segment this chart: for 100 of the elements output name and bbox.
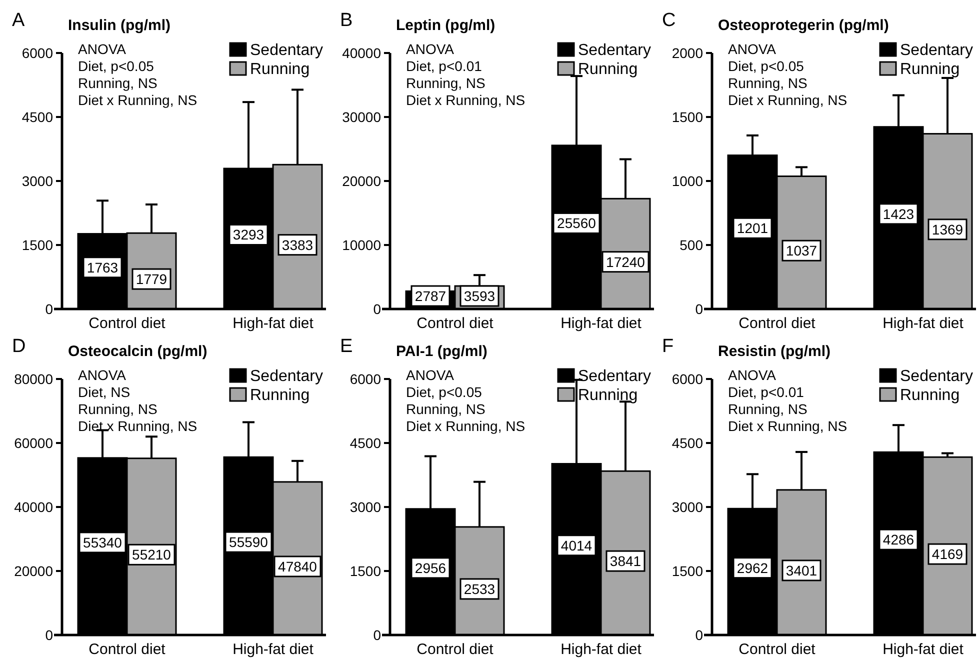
legend-label: Running <box>250 387 310 404</box>
y-tick-label: 1500 <box>22 237 54 253</box>
data-label: 55590 <box>229 534 268 550</box>
chart-title: PAI-1 (pg/ml) <box>396 343 488 360</box>
annotation: Diet x Running, NS <box>728 92 848 108</box>
y-tick-label: 80000 <box>14 371 54 387</box>
annotation: ANOVA <box>406 41 455 57</box>
data-label: 1423 <box>882 206 914 222</box>
x-tick-label: High-fat diet <box>882 641 964 658</box>
legend-label: Sedentary <box>250 368 323 385</box>
y-tick-label: 500 <box>680 237 704 253</box>
y-tick-label: 3000 <box>672 499 704 515</box>
y-tick-label: 40000 <box>14 499 54 515</box>
annotation: ANOVA <box>728 41 777 57</box>
y-tick-label: 3000 <box>22 173 54 189</box>
x-tick-label: Control diet <box>416 315 494 332</box>
y-tick-label: 4500 <box>350 435 382 451</box>
y-tick-label: 20000 <box>14 563 54 579</box>
legend-label: Sedentary <box>900 368 973 385</box>
data-label: 4014 <box>560 537 592 554</box>
data-label: 1201 <box>736 220 768 236</box>
data-label: 4286 <box>882 532 914 548</box>
annotation: Running, NS <box>728 75 808 91</box>
chart-title: Insulin (pg/ml) <box>68 17 170 34</box>
data-label: 3401 <box>786 562 818 578</box>
y-tick-label: 60000 <box>14 435 54 451</box>
text: F <box>662 336 674 357</box>
y-tick-label: 0 <box>695 301 704 317</box>
data-label: 3841 <box>610 553 642 570</box>
data-label: 3293 <box>232 226 264 243</box>
x-tick-label: Control diet <box>416 641 494 658</box>
y-tick-label: 0 <box>695 627 704 643</box>
data-label: 55340 <box>83 534 122 550</box>
y-tick-label: 40000 <box>342 45 382 61</box>
annotation: ANOVA <box>78 41 127 57</box>
legend-label: Sedentary <box>578 42 651 59</box>
x-tick-label: High-fat diet <box>560 315 642 332</box>
annotation: ANOVA <box>406 367 455 383</box>
data-label: 1369 <box>932 221 964 238</box>
annotation: Diet, p<0.05 <box>78 58 154 74</box>
y-tick-label: 2000 <box>672 45 704 61</box>
data-label: 4169 <box>932 546 964 562</box>
y-tick-label: 6000 <box>672 371 704 387</box>
data-label: 1779 <box>136 271 168 288</box>
y-tick-label: 0 <box>45 627 54 643</box>
annotation: Running, NS <box>406 75 486 91</box>
annotation: Diet x Running, NS <box>78 92 198 108</box>
legend-label: Sedentary <box>250 42 323 59</box>
legend-label: Running <box>900 61 960 78</box>
data-label: 25560 <box>557 215 596 232</box>
x-tick-label: Control diet <box>88 315 166 332</box>
annotation: ANOVA <box>728 367 777 383</box>
annotation: Diet, p<0.05 <box>406 384 482 400</box>
y-tick-label: 1500 <box>350 563 382 579</box>
annotation: Diet x Running, NS <box>406 418 526 434</box>
data-label: 1763 <box>86 259 118 276</box>
y-tick-label: 30000 <box>342 109 382 125</box>
data-label: 2533 <box>464 580 496 597</box>
text: C <box>662 10 676 31</box>
chart-title: Leptin (pg/ml) <box>396 17 496 34</box>
data-label: 1037 <box>786 242 818 259</box>
chart-title: Osteoprotegerin (pg/ml) <box>718 17 889 34</box>
data-label: 55210 <box>132 546 172 563</box>
annotation: Diet, p<0.05 <box>728 58 804 74</box>
annotation: Diet, p<0.01 <box>728 384 804 400</box>
x-tick-label: High-fat diet <box>232 641 314 658</box>
annotation: Running, NS <box>406 401 486 417</box>
data-label: 2956 <box>414 560 446 576</box>
annotation: Running, NS <box>78 401 158 417</box>
y-tick-label: 10000 <box>342 237 382 253</box>
x-tick-label: Control diet <box>738 315 816 332</box>
y-tick-label: 0 <box>373 627 382 643</box>
y-tick-label: 4500 <box>22 109 54 125</box>
data-label: 17240 <box>606 254 646 270</box>
annotation: Diet, NS <box>78 384 130 400</box>
chart-title: Osteocalcin (pg/ml) <box>68 343 208 360</box>
y-tick-label: 1500 <box>672 563 704 579</box>
legend-label: Running <box>900 387 960 404</box>
y-tick-label: 3000 <box>350 499 382 515</box>
x-tick-label: Control diet <box>738 641 816 658</box>
data-label: 3383 <box>282 236 314 253</box>
legend-label: Sedentary <box>578 368 651 385</box>
y-tick-label: 1000 <box>672 173 704 189</box>
y-tick-label: 0 <box>373 301 382 317</box>
chart-title: Resistin (pg/ml) <box>718 343 831 360</box>
data-label: 2787 <box>414 288 446 304</box>
data-label: 47840 <box>278 558 318 574</box>
annotation: Diet x Running, NS <box>406 92 526 108</box>
legend-label: Running <box>250 61 310 78</box>
text: D <box>12 336 26 357</box>
y-tick-label: 6000 <box>350 371 382 387</box>
data-label: 2962 <box>736 560 768 576</box>
y-tick-label: 0 <box>45 301 54 317</box>
x-tick-label: High-fat diet <box>882 315 964 332</box>
legend-label: Running <box>578 61 638 78</box>
y-tick-label: 1500 <box>672 109 704 125</box>
annotation: Diet x Running, NS <box>728 418 848 434</box>
text: A <box>12 10 25 31</box>
y-tick-label: 4500 <box>672 435 704 451</box>
text: B <box>340 10 353 31</box>
